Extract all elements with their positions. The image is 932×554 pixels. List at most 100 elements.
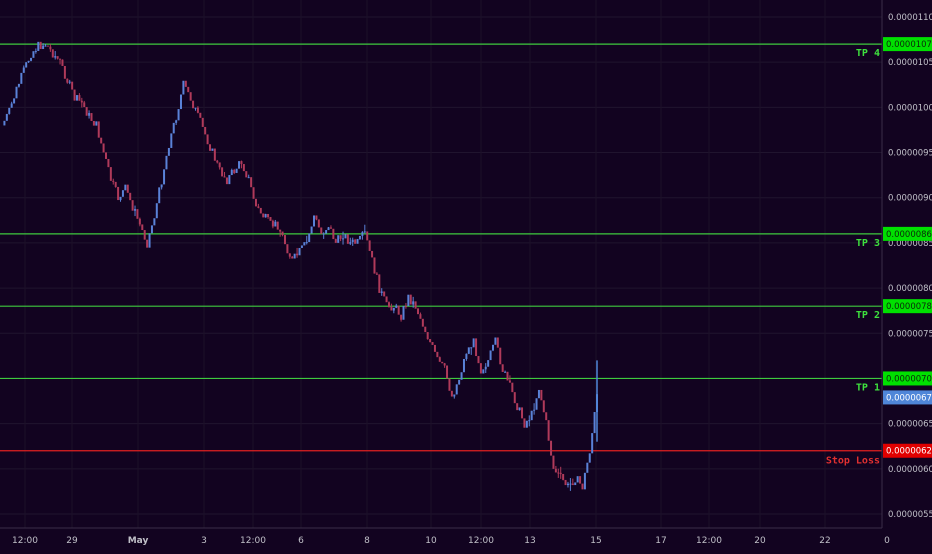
candle-body <box>100 137 103 144</box>
candle-body <box>448 378 451 391</box>
candle-body <box>426 332 429 340</box>
candle-body <box>436 351 439 358</box>
candle-body <box>143 230 146 240</box>
candle-body <box>583 472 586 490</box>
candle-body <box>92 120 95 126</box>
candle-body <box>3 120 6 126</box>
candle-body <box>373 257 376 274</box>
price-axis-background[interactable] <box>882 0 932 550</box>
candle-body <box>262 213 265 218</box>
candle-body <box>124 184 127 191</box>
candle-body <box>10 103 13 108</box>
candle-body <box>112 180 115 182</box>
candle-body <box>528 420 531 422</box>
candle-body <box>383 291 386 297</box>
candle-body <box>102 143 105 153</box>
candle-body <box>276 221 279 230</box>
candle-body <box>298 247 301 256</box>
x-tick-label: 15 <box>590 536 601 546</box>
candle-body <box>438 357 441 362</box>
level-badge-3 <box>883 371 932 386</box>
x-tick-label: 12:00 <box>12 536 38 546</box>
candle-body <box>129 192 132 201</box>
candle-body <box>404 306 407 308</box>
candle-body <box>172 122 175 134</box>
candle-body <box>51 49 54 58</box>
level-badge-0 <box>883 37 932 52</box>
candle-body <box>368 240 371 251</box>
candle-body <box>252 187 255 199</box>
candles-layer[interactable] <box>3 41 598 491</box>
candle-body <box>218 162 221 168</box>
candle-body <box>344 234 347 239</box>
candle-body <box>177 109 180 121</box>
candle-body <box>588 453 591 463</box>
candle-body <box>56 56 59 59</box>
candle-body <box>160 184 163 188</box>
candle-body <box>63 65 66 79</box>
candle-body <box>167 147 170 156</box>
candle-body <box>30 57 33 61</box>
candle-body <box>506 371 509 381</box>
candle-body <box>83 102 86 108</box>
candle-body <box>337 235 340 243</box>
candle-body <box>291 256 294 259</box>
candle-body <box>421 318 424 327</box>
candle-body <box>146 239 149 248</box>
candle-body <box>356 238 359 244</box>
candle-body <box>155 203 158 219</box>
candle-body <box>537 389 540 399</box>
x-tick-label: 10 <box>425 536 437 546</box>
time-axis-background[interactable] <box>0 528 932 550</box>
candle-body <box>496 337 499 348</box>
candle-body <box>105 152 108 159</box>
candle-body <box>320 227 323 234</box>
candle-body <box>315 215 318 220</box>
x-tick-label: 13 <box>524 536 535 546</box>
candle-body <box>407 294 410 307</box>
candle-body <box>49 46 52 50</box>
candle-body <box>533 409 536 411</box>
candle-body <box>366 231 369 241</box>
candle-body <box>574 482 577 486</box>
candle-body <box>211 148 214 151</box>
candle-body <box>351 239 354 243</box>
candle-body <box>117 186 120 201</box>
candle-body <box>184 80 187 87</box>
candle-body <box>131 200 134 211</box>
candle-body <box>317 219 320 228</box>
candle-body <box>586 462 589 473</box>
candle-body <box>39 41 42 50</box>
candle-body <box>158 187 161 204</box>
x-ticks-layer: 12:00 29 May 3 12:00 6 8 10 12:00 13 15 17 12:00 20 22… <box>12 536 890 546</box>
candle-body <box>482 369 485 374</box>
candle-body <box>141 224 144 231</box>
x-tick-label: 3 <box>201 536 207 546</box>
candle-body <box>13 98 16 104</box>
candle-body <box>400 314 403 320</box>
candle-body <box>545 412 548 421</box>
candle-body <box>479 363 482 374</box>
level-name-1: TP 3 <box>856 238 880 249</box>
candle-body <box>107 158 110 168</box>
candle-body <box>511 382 514 393</box>
candle-body <box>453 394 456 397</box>
y-tick-label: 0.00000550 <box>888 510 932 520</box>
candle-body <box>571 483 574 486</box>
candle-body <box>494 337 497 345</box>
candle-body <box>371 250 374 258</box>
candle-body <box>562 473 565 480</box>
candle-body <box>15 86 18 99</box>
candle-body <box>518 407 521 411</box>
candle-body <box>44 45 47 47</box>
candle-body <box>17 83 20 87</box>
candle-body <box>283 235 286 245</box>
candle-body <box>540 389 543 401</box>
